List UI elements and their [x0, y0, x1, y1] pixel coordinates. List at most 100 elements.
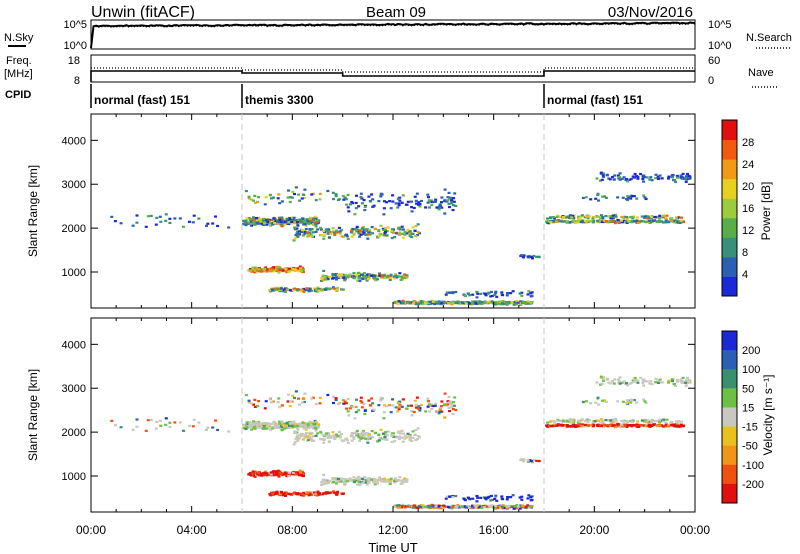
- power-echo-cell: [368, 273, 372, 276]
- velocity-echo-cell: [427, 403, 431, 406]
- power-echo-cell: [322, 269, 326, 273]
- velocity-echo-cell: [593, 420, 597, 423]
- velocity-echo-cell: [591, 421, 595, 424]
- velocity-echo-cell: [269, 401, 273, 404]
- power-echo-cell: [357, 232, 361, 235]
- power-echo-cell: [282, 288, 286, 291]
- velocity-echo-cell: [332, 435, 336, 438]
- power-echo-cell: [377, 235, 381, 238]
- power-echo-cell: [303, 220, 307, 223]
- velocity-echo-cell: [272, 492, 276, 495]
- power-echo-cell: [552, 216, 556, 219]
- velocity-echo-cell: [280, 429, 284, 432]
- power-echo-cell: [271, 223, 275, 226]
- velocity-echo-cell: [295, 436, 299, 439]
- power-echo-cell: [673, 221, 677, 224]
- power-echo-cell: [650, 220, 654, 223]
- velocity-echo-cell: [279, 427, 283, 430]
- velocity-echo-cell: [302, 494, 306, 497]
- velocity-echo-cell: [676, 423, 680, 426]
- power-echo-cell: [630, 216, 634, 219]
- power-echo-cell: [440, 196, 444, 199]
- velocity-colorbar-tick: -50: [742, 441, 758, 453]
- velocity-echo-cell: [506, 496, 510, 499]
- velocity-echo-cell: [621, 400, 625, 403]
- power-echo-cell: [636, 221, 640, 224]
- power-echo-cell: [359, 192, 363, 195]
- velocity-echo-cell: [396, 410, 400, 413]
- power-echo-cell: [643, 215, 647, 218]
- power-echo-cell: [288, 289, 292, 292]
- noise-tick-right-top: 10^5: [708, 19, 732, 31]
- velocity-echo-cell: [616, 424, 620, 427]
- power-echo-cell: [292, 239, 296, 242]
- velocity-echo-cell: [415, 438, 419, 441]
- power-echo-cell: [397, 233, 401, 236]
- velocity-echo-cell: [364, 432, 368, 435]
- velocity-echo-cell: [269, 473, 273, 476]
- power-echo-cell: [419, 302, 423, 305]
- velocity-echo-cell: [275, 470, 279, 473]
- power-echo-cell: [647, 220, 651, 224]
- velocity-echo-cell: [329, 436, 333, 440]
- power-echo-cell: [342, 276, 346, 279]
- velocity-echo-cell: [383, 435, 387, 439]
- power-echo-cell: [604, 196, 608, 199]
- power-echo-cell: [296, 288, 300, 291]
- velocity-echo-cell: [617, 425, 621, 429]
- power-echo-cell: [677, 220, 681, 224]
- power-echo-cell: [526, 300, 530, 303]
- power-echo-cell: [498, 302, 502, 306]
- power-echo-cell: [414, 234, 418, 238]
- velocity-echo-cell: [316, 432, 320, 435]
- velocity-echo-cell: [532, 458, 536, 462]
- power-echo-cell: [629, 219, 633, 223]
- power-echo-cell: [626, 217, 630, 220]
- power-echo-cell: [360, 197, 364, 200]
- power-echo-cell: [300, 288, 304, 291]
- power-echo-cell: [297, 270, 301, 273]
- velocity-echo-cell: [482, 506, 486, 509]
- velocity-echo-cell: [555, 419, 559, 422]
- velocity-echo-cell: [477, 504, 481, 507]
- power-echo-cell: [260, 222, 264, 225]
- power-echo-cell: [290, 196, 294, 199]
- velocity-echo-cell: [647, 420, 651, 423]
- power-echo-cell: [328, 236, 332, 239]
- velocity-echo-cell: [406, 404, 410, 407]
- power-echo-cell: [427, 206, 431, 209]
- velocity-echo-cell: [687, 381, 691, 384]
- velocity-echo-cell: [604, 400, 608, 403]
- power-echo-cell: [502, 303, 506, 306]
- velocity-echo-cell: [302, 474, 306, 478]
- velocity-echo-cell: [273, 425, 277, 429]
- velocity-echo-cell: [314, 403, 318, 406]
- velocity-echo-cell: [531, 461, 535, 464]
- power-echo-cell: [366, 228, 370, 231]
- power-echo-cell: [662, 214, 666, 217]
- power-echo-cell: [427, 301, 431, 304]
- velocity-echo-cell: [255, 425, 259, 428]
- velocity-echo-cell: [298, 425, 302, 428]
- velocity-echo-cell: [348, 407, 352, 410]
- power-echo-cell: [649, 176, 653, 179]
- velocity-echo-cell: [308, 420, 312, 423]
- velocity-echo-cell: [639, 424, 643, 427]
- power-echo-cell: [383, 230, 387, 234]
- power-echo-cell: [305, 287, 309, 290]
- freq-tick-right-bottom: 0: [708, 75, 714, 87]
- power-echo-cell: [337, 226, 341, 230]
- velocity-echo-cell: [360, 401, 364, 404]
- velocity-echo-cell: [366, 481, 370, 485]
- xtick-label: 00:00: [680, 523, 710, 537]
- power-echo-cell: [291, 190, 295, 194]
- velocity-echo-cell: [614, 417, 618, 421]
- power-echo-cell: [616, 196, 620, 199]
- power-echo-cell: [417, 300, 421, 304]
- xaxis-label: Time UT: [368, 540, 417, 554]
- velocity-echo-cell: [611, 424, 615, 427]
- velocity-echo-cell: [394, 477, 398, 480]
- power-echo-cell: [593, 216, 597, 219]
- velocity-echo-cell: [401, 432, 405, 435]
